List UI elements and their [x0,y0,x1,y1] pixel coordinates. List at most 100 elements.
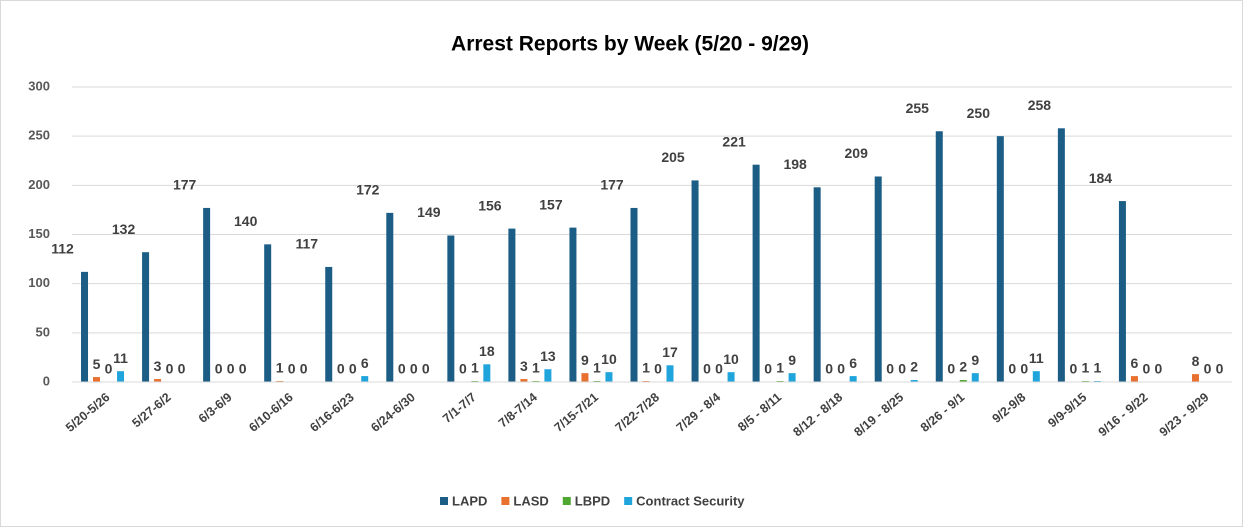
value-label: 0 [825,361,833,377]
bar [691,180,699,382]
value-label: 209 [845,145,869,161]
value-label: 0 [947,361,955,377]
value-label: 0 [459,361,467,377]
value-label: 177 [173,177,197,193]
bar [142,252,150,382]
value-label: 1 [1081,360,1089,376]
value-label: 9 [788,352,796,368]
bar [154,379,162,382]
bar [910,380,918,382]
bar [581,373,589,382]
y-tick-label: 50 [36,324,50,339]
value-label: 1 [642,360,650,376]
value-label: 221 [722,133,746,149]
value-label: 11 [1029,350,1044,366]
value-label: 156 [478,197,502,213]
legend-swatch [562,497,571,505]
value-label: 0 [422,361,430,377]
legend-label: LAPD [452,493,487,508]
value-label: 2 [910,359,918,375]
bar [483,364,491,382]
value-label: 1 [532,360,540,376]
value-label: 0 [764,361,772,377]
bar [117,371,125,382]
y-tick-label: 200 [28,177,50,192]
value-label: 1 [471,360,479,376]
value-label: 0 [654,361,662,377]
bar [752,164,760,382]
value-label: 184 [1089,170,1113,186]
value-label: 1 [776,360,784,376]
value-label: 3 [520,358,528,374]
value-label: 10 [723,351,739,367]
bar [264,244,272,382]
value-label: 140 [234,213,258,229]
value-label: 9 [581,352,589,368]
bar [1130,376,1138,382]
value-label: 5 [93,356,101,372]
bar [630,207,638,382]
value-label: 205 [661,149,685,165]
value-label: 198 [783,156,807,172]
bar [813,187,821,382]
value-label: 132 [112,221,136,237]
value-label: 6 [361,355,369,371]
value-label: 6 [1131,355,1139,371]
value-label: 149 [417,204,441,220]
legend-swatch [501,497,510,505]
y-tick-label: 100 [28,275,50,290]
value-label: 0 [1143,361,1151,377]
bar [1057,128,1065,382]
bar [1191,374,1199,382]
bar [508,228,516,382]
bar [203,207,211,382]
bar [386,212,394,382]
legend-label: LASD [513,493,548,508]
value-label: 255 [906,100,930,116]
value-label: 0 [1204,361,1212,377]
value-label: 0 [1008,361,1016,377]
bar [935,131,943,382]
value-label: 1 [276,360,284,376]
value-label: 0 [398,361,406,377]
bar [666,365,674,382]
value-label: 0 [337,361,345,377]
value-label: 6 [849,355,857,371]
value-label: 0 [410,361,418,377]
value-label: 172 [356,182,380,198]
bar [544,369,552,382]
value-label: 0 [166,361,174,377]
bar [727,372,735,382]
bar [1118,201,1126,382]
value-label: 10 [601,351,617,367]
value-label: 17 [662,344,678,360]
legend-swatch [624,497,633,505]
y-tick-label: 250 [28,128,50,143]
value-label: 0 [703,361,711,377]
y-tick-label: 0 [43,373,50,388]
value-label: 0 [288,361,296,377]
value-label: 2 [959,359,967,375]
value-label: 0 [1020,361,1028,377]
value-label: 11 [113,350,128,366]
value-label: 157 [539,196,563,212]
value-label: 0 [1155,361,1163,377]
bar [996,136,1004,382]
bar [81,271,89,382]
bar [447,235,455,382]
bar [849,376,857,382]
value-label: 250 [967,105,991,121]
value-label: 3 [154,358,162,374]
value-label: 9 [971,352,979,368]
value-label: 0 [227,361,235,377]
value-label: 0 [178,361,186,377]
y-tick-label: 300 [28,78,50,93]
chart-title: Arrest Reports by Week (5/20 - 9/29) [451,33,809,56]
value-label: 112 [51,241,74,257]
value-label: 0 [215,361,223,377]
legend-swatch [440,497,448,505]
value-label: 1 [1093,360,1101,376]
value-label: 0 [715,361,723,377]
value-label: 0 [1069,361,1077,377]
